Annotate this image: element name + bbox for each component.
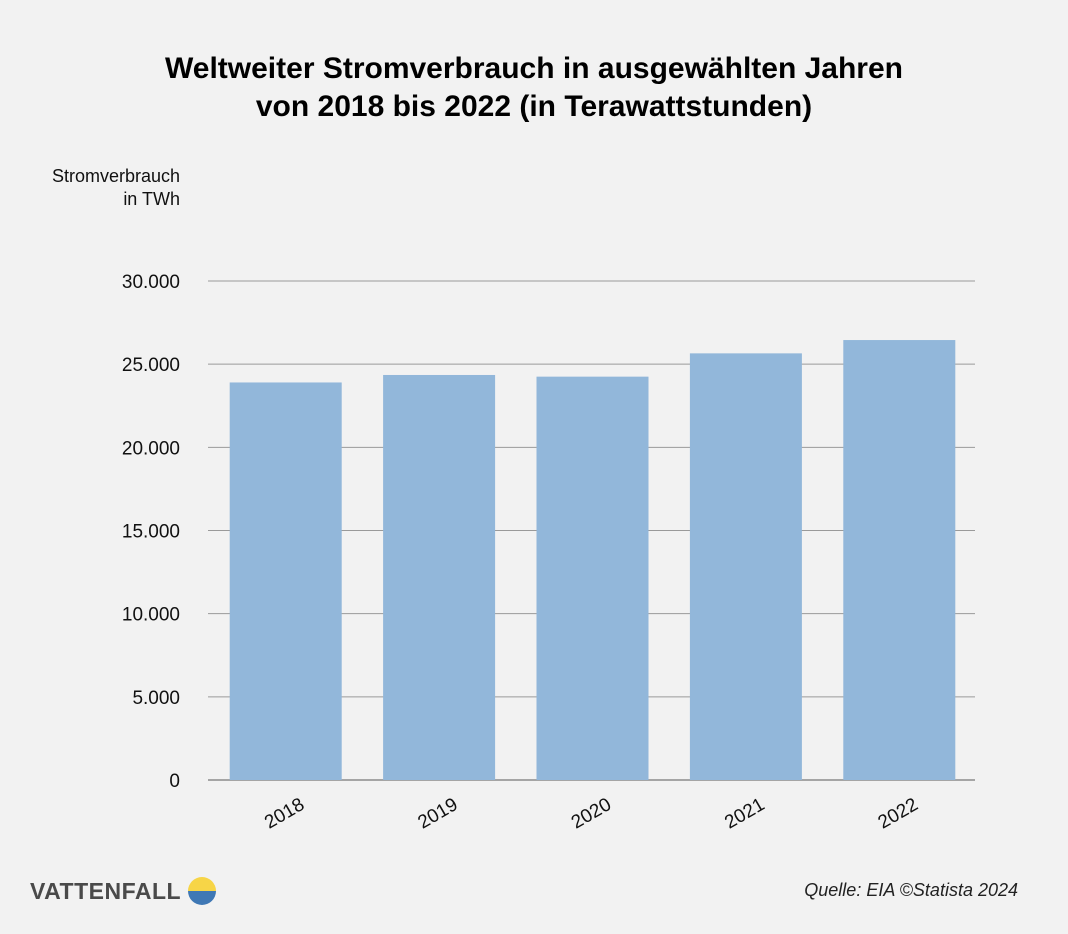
y-axis-label-line-2: in TWh <box>123 189 180 209</box>
logo-blue-half <box>188 891 217 905</box>
source-note: Quelle: EIA ©Statista 2024 <box>804 880 1018 900</box>
y-tick-label: 5.000 <box>132 688 180 709</box>
bars <box>229 340 956 780</box>
y-tick-label: 30.000 <box>122 272 180 293</box>
y-tick-label: 15.000 <box>122 522 180 543</box>
y-axis-ticks: 0 5.000 10.000 15.000 20.000 25.000 30.000 <box>122 272 180 792</box>
bar-2019 <box>383 374 496 780</box>
vattenfall-sun-icon <box>188 877 217 905</box>
y-tick-label: 25.000 <box>122 355 180 376</box>
chart-title-line-2: von 2018 bis 2022 (in Terawattstunden) <box>255 90 813 123</box>
x-tick-label: 2019 <box>414 794 461 833</box>
x-tick-label: 2021 <box>721 794 768 833</box>
y-tick-label: 20.000 <box>122 438 180 459</box>
brand-name: VATTENFALL <box>30 877 182 904</box>
vattenfall-logo: VATTENFALL <box>30 876 217 906</box>
y-axis-label: Stromverbrauch in TWh <box>52 165 180 211</box>
bar-2021 <box>689 353 802 780</box>
y-axis-label-line-1: Stromverbrauch <box>51 166 180 186</box>
y-tick-label: 10.000 <box>122 605 180 626</box>
logo-yellow-half <box>188 877 217 891</box>
bar-2020 <box>536 376 649 780</box>
bar-2018 <box>229 382 342 780</box>
y-tick-label: 0 <box>169 771 180 792</box>
x-axis-ticks: 2018 2019 2020 2021 2022 <box>261 794 922 833</box>
x-tick-label: 2022 <box>875 794 922 833</box>
chart-title: Weltweiter Stromverbrauch in ausgewählte… <box>0 50 1068 126</box>
chart-title-line-1: Weltweiter Stromverbrauch in ausgewählte… <box>165 52 903 85</box>
x-tick-label: 2020 <box>568 794 615 833</box>
bar-2022 <box>843 340 956 780</box>
x-tick-label: 2018 <box>261 794 308 833</box>
